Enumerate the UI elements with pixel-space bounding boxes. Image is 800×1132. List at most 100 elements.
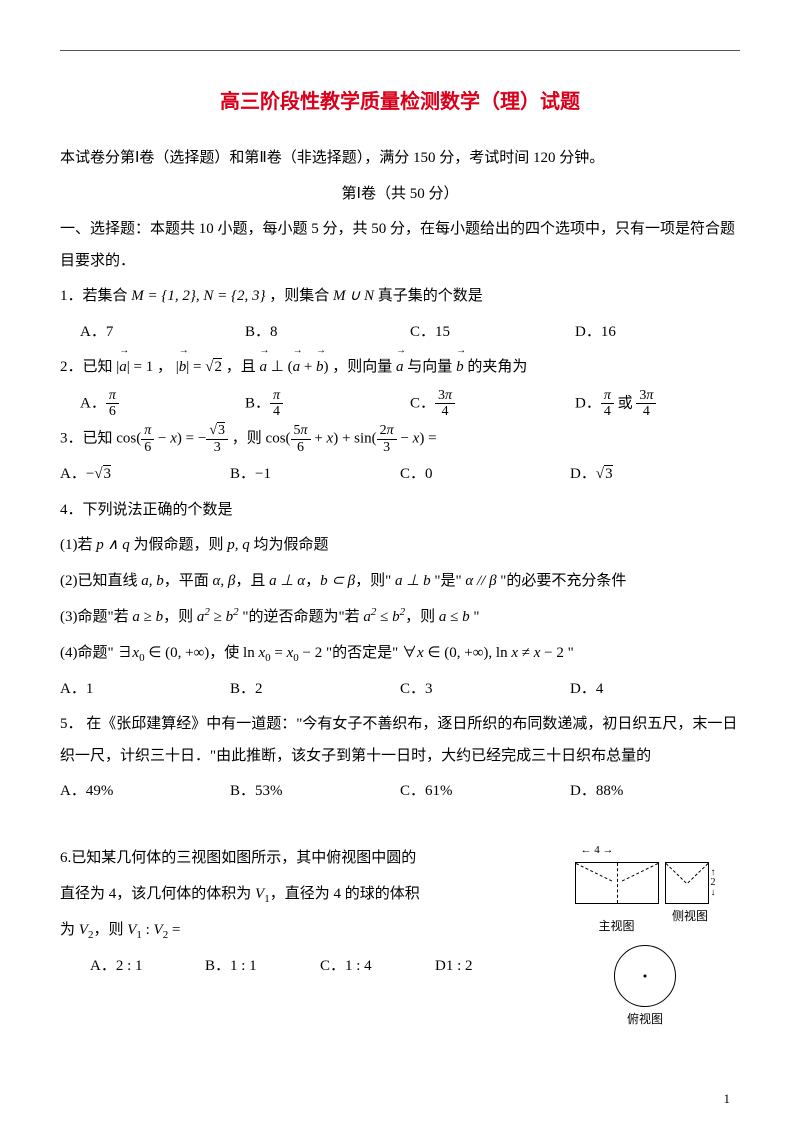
q4-s1a: (1)若	[60, 537, 96, 553]
q3-stem: 3．已知 cos(π6 − x) = −√33 ，则 cos(5π6 + x) …	[60, 423, 740, 455]
q6-block: 6.已知某几何体的三视图如图所示，其中俯视图中圆的 直径为 4，该几何体的体积为…	[60, 839, 740, 1032]
q4-opt-c: C．3	[400, 674, 570, 706]
q1-opt-a: A．7	[80, 317, 245, 349]
q4-s4: (4)命题" ∃x0 ∈ (0, +∞)，使 ln x0 = x0 − 2 "的…	[60, 638, 740, 670]
q4-options: A．1 B．2 C．3 D．4	[60, 674, 740, 706]
q2-a-pre: A．	[80, 395, 106, 411]
q2-opt-d: D．π4 或 3π4	[575, 388, 740, 420]
q1-c: 真子集的个数是	[378, 288, 483, 304]
q4-s3c: "的逆否命题为"若	[239, 609, 364, 625]
q1-a: 1．若集合	[60, 288, 131, 304]
q6-l1: 6.已知某几何体的三视图如图所示，其中俯视图中圆的	[60, 843, 550, 875]
top-view-label: 俯视图	[550, 1007, 740, 1032]
side-view-label: 侧视图	[665, 904, 716, 929]
q2-d-or: 或	[614, 395, 637, 411]
exam-title: 高三阶段性教学质量检测数学（理）试题	[60, 81, 740, 123]
q6-l3a: 为	[60, 922, 79, 938]
q5-opt-a: A．49%	[60, 776, 230, 808]
q6-opt-a: A．2 : 1	[90, 951, 205, 983]
part1-heading: 第Ⅰ卷（共 50 分）	[60, 179, 740, 211]
q4-s3: (3)命题"若 a ≥ b，则 a2 ≥ b2 "的逆否命题为"若 a2 ≤ b…	[60, 601, 740, 634]
q3-d-pre: D．	[570, 466, 596, 482]
q4-s1c: 均为假命题	[250, 537, 329, 553]
q3-options: A．−√3 B．−1 C．0 D．√3	[60, 459, 740, 491]
q4-s3b: ，则	[163, 609, 197, 625]
q6-l2a: 直径为 4，该几何体的体积为	[60, 886, 255, 902]
q6-b-pre: B．	[205, 958, 230, 974]
main-view-label: 主视图	[575, 914, 659, 939]
q4-s3d: ，则	[405, 609, 439, 625]
q6-d-v: 1 : 2	[446, 958, 473, 974]
q4-stem: 4．下列说法正确的个数是	[60, 495, 740, 527]
dim-2: ↑2↓	[711, 868, 716, 898]
q6-l3b: ，则	[93, 922, 127, 938]
q4-s4a: (4)命题"	[60, 645, 117, 661]
q6-figure: ← 4 → 主视图 ↑2↓ 侧视图	[550, 839, 740, 1032]
q3-opt-b: B．−1	[230, 459, 400, 491]
q6-d-pre: D	[435, 958, 446, 974]
q4-s2c: ，且	[235, 573, 269, 589]
q3-a-neg: −	[86, 466, 94, 482]
page-number: 1	[724, 1085, 731, 1112]
main-view-box	[575, 862, 659, 904]
q3-opt-d: D．√3	[570, 459, 740, 491]
q6-l2: 直径为 4，该几何体的体积为 V1，直径为 4 的球的体积	[60, 879, 550, 911]
q6-a-v: 2 : 1	[116, 958, 143, 974]
q3-a-pre: A．	[60, 466, 86, 482]
q1-opt-b: B．8	[245, 317, 410, 349]
q4-s1: (1)若 p ∧ q 为假命题，则 p, q 均为假命题	[60, 530, 740, 562]
q2-opt-c: C．3π4	[410, 388, 575, 420]
q4-s2: (2)已知直线 a, b，平面 α, β，且 a ⊥ α，b ⊂ β，则" a …	[60, 566, 740, 598]
dim-4: ← 4 →	[556, 839, 638, 862]
q1-stem: 1．若集合 M = {1, 2}, N = {2, 3} ，则集合 M ∪ N …	[60, 281, 740, 313]
q6-opt-d: D1 : 2	[435, 951, 550, 983]
dim4-val: 4	[594, 839, 600, 862]
top-view-circle	[614, 945, 676, 1007]
q4-opt-b: B．2	[230, 674, 400, 706]
q2-d-pre: D．	[575, 395, 601, 411]
q4-s3a: (3)命题"若	[60, 609, 132, 625]
q6-a-pre: A．	[90, 958, 116, 974]
q4-opt-d: D．4	[570, 674, 740, 706]
q2-stem: 2．已知 |a| = 1 ， |b| = √2 ，且 a ⊥ (a + b) ，…	[60, 352, 740, 384]
q1-opt-d: D．16	[575, 317, 740, 349]
q4-opt-a: A．1	[60, 674, 230, 706]
top-rule	[60, 50, 740, 51]
q4-s4b: ，使	[209, 645, 243, 661]
q6-c-pre: C．	[320, 958, 345, 974]
q5-opt-b: B．53%	[230, 776, 400, 808]
q6-opt-c: C．1 : 4	[320, 951, 435, 983]
q2-a: 2．已知	[60, 359, 116, 375]
q5-stem: 5． 在《张邱建算经》中有一道题："今有女子不善织布，逐日所织的布同数递减，初日…	[60, 709, 740, 772]
q2-f: 的夹角为	[467, 359, 527, 375]
section1-instr: 一、选择题：本题共 10 小题，每小题 5 分，共 50 分，在每小题给出的四个…	[60, 214, 740, 277]
q2-b-pre: B．	[245, 395, 270, 411]
q2-d: ，则向量	[332, 359, 396, 375]
q3-a: 3．已知	[60, 431, 116, 447]
q2-opt-a: A．π6	[80, 388, 245, 420]
q3-c: =	[428, 431, 436, 447]
q5-options: A．49% B．53% C．61% D．88%	[60, 776, 740, 808]
q6-text: 6.已知某几何体的三视图如图所示，其中俯视图中圆的 直径为 4，该几何体的体积为…	[60, 839, 550, 1032]
q1-b: ，则集合	[269, 288, 333, 304]
q4-s2g: "的必要不充分条件	[497, 573, 627, 589]
q4-s3e: "	[470, 609, 480, 625]
q4-s1b: 为假命题，则	[130, 537, 228, 553]
q2-options: A．π6 B．π4 C．3π4 D．π4 或 3π4	[80, 388, 740, 420]
dim2-val: 2	[711, 877, 716, 888]
q1-opt-c: C．15	[410, 317, 575, 349]
q4-s2b: ，平面	[164, 573, 213, 589]
side-view-box	[665, 862, 709, 904]
q1-union: M ∪ N	[333, 288, 374, 304]
q3-opt-c: C．0	[400, 459, 570, 491]
q5-opt-d: D．88%	[570, 776, 740, 808]
q4-s2f: "是"	[431, 573, 466, 589]
q6-c-v: 1 : 4	[345, 958, 372, 974]
q6-l2b: ，直径为 4 的球的体积	[270, 886, 420, 902]
q4-s4d: "	[564, 645, 574, 661]
q2-c-pre: C．	[410, 395, 435, 411]
q4-s2d: ，	[305, 573, 320, 589]
q2-c: ，且	[226, 359, 260, 375]
q6-l3: 为 V2，则 V1 : V2 =	[60, 915, 550, 947]
q6-b-v: 1 : 1	[230, 958, 257, 974]
